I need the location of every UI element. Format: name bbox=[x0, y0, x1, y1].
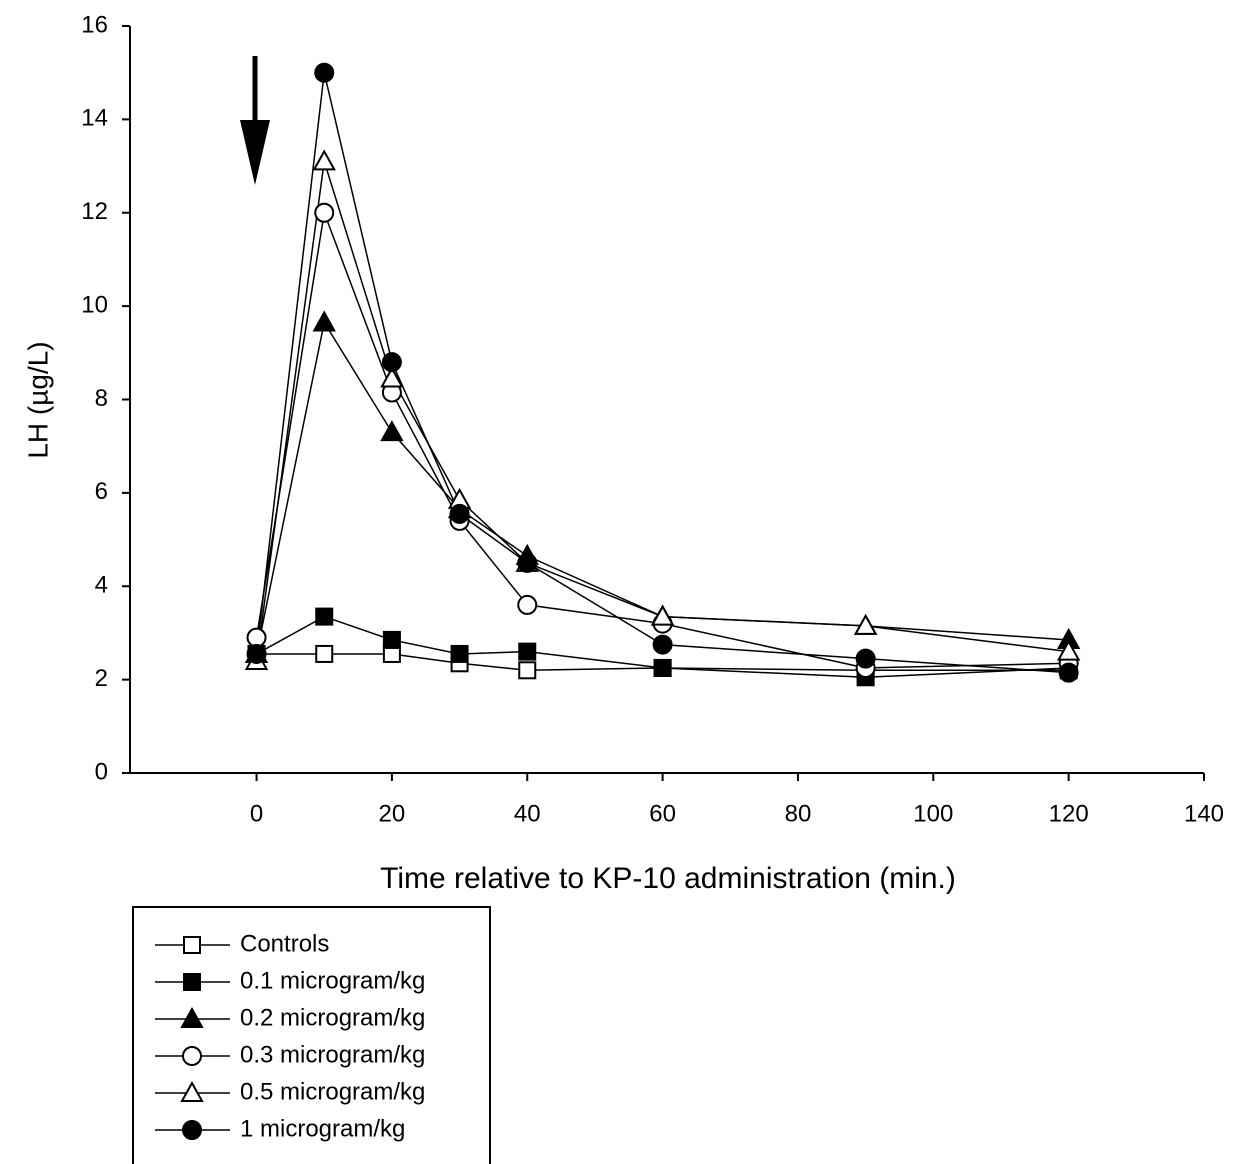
x-tick-label: 120 bbox=[1049, 800, 1089, 827]
legend-label: 0.2 microgram/kg bbox=[240, 1004, 425, 1031]
legend-marker bbox=[182, 1046, 202, 1066]
data-point bbox=[314, 202, 335, 223]
y-axis-label: LH (µg/L) bbox=[22, 341, 53, 458]
legend-label: Controls bbox=[240, 930, 329, 957]
x-tick-label: 80 bbox=[785, 800, 812, 827]
y-tick-label: 16 bbox=[81, 11, 108, 38]
data-point bbox=[380, 420, 404, 442]
x-tick-label: 20 bbox=[379, 800, 406, 827]
data-point bbox=[518, 661, 537, 680]
data-point bbox=[1058, 662, 1079, 683]
y-tick-label: 4 bbox=[95, 572, 108, 599]
x-tick-label: 100 bbox=[913, 800, 953, 827]
x-axis-label: Time relative to KP-10 administration (m… bbox=[380, 862, 956, 895]
data-point bbox=[246, 627, 267, 648]
y-tick-label: 10 bbox=[81, 291, 108, 318]
data-point bbox=[517, 552, 538, 573]
data-point bbox=[315, 644, 334, 663]
data-point bbox=[653, 658, 672, 677]
data-point bbox=[1056, 639, 1081, 661]
y-tick-label: 0 bbox=[95, 758, 108, 785]
series-line bbox=[255, 161, 1069, 662]
legend-marker bbox=[180, 1080, 204, 1102]
data-point bbox=[853, 613, 878, 635]
data-point bbox=[855, 648, 876, 669]
legend-label: 1 microgram/kg bbox=[240, 1115, 405, 1142]
y-tick-label: 2 bbox=[95, 665, 108, 692]
data-point bbox=[652, 634, 673, 655]
legend-label: 0.5 microgram/kg bbox=[240, 1078, 425, 1105]
series-line bbox=[255, 72, 1069, 674]
data-point bbox=[315, 607, 334, 626]
x-tick-label: 40 bbox=[514, 800, 541, 827]
data-point bbox=[449, 503, 470, 524]
series-line bbox=[255, 320, 1069, 655]
legend-box bbox=[132, 906, 491, 1164]
x-tick-label: 0 bbox=[250, 800, 263, 827]
arrow bbox=[240, 56, 270, 185]
x-tick-label: 60 bbox=[649, 800, 676, 827]
data-point bbox=[517, 594, 538, 615]
data-point bbox=[518, 642, 537, 661]
data-point bbox=[380, 366, 404, 388]
data-point bbox=[312, 149, 336, 171]
data-point bbox=[381, 352, 402, 373]
y-tick-label: 6 bbox=[95, 478, 108, 505]
data-point bbox=[650, 604, 675, 626]
legend-marker bbox=[183, 973, 201, 991]
legend-marker bbox=[183, 936, 201, 954]
legend-marker bbox=[182, 1120, 202, 1140]
data-point bbox=[450, 644, 469, 663]
x-tick-label: 140 bbox=[1184, 800, 1224, 827]
data-point bbox=[312, 310, 336, 332]
data-point bbox=[314, 62, 335, 83]
data-point bbox=[382, 630, 401, 649]
legend-label: 0.1 microgram/kg bbox=[240, 967, 425, 994]
series-line bbox=[256, 653, 1069, 672]
series-line bbox=[256, 615, 1069, 679]
y-tick-label: 12 bbox=[81, 198, 108, 225]
y-tick-label: 8 bbox=[95, 385, 108, 412]
data-point bbox=[246, 643, 267, 664]
legend-label: 0.3 microgram/kg bbox=[240, 1041, 425, 1068]
legend-marker bbox=[180, 1006, 204, 1028]
y-tick-label: 14 bbox=[81, 105, 108, 132]
series-line bbox=[255, 209, 1069, 669]
